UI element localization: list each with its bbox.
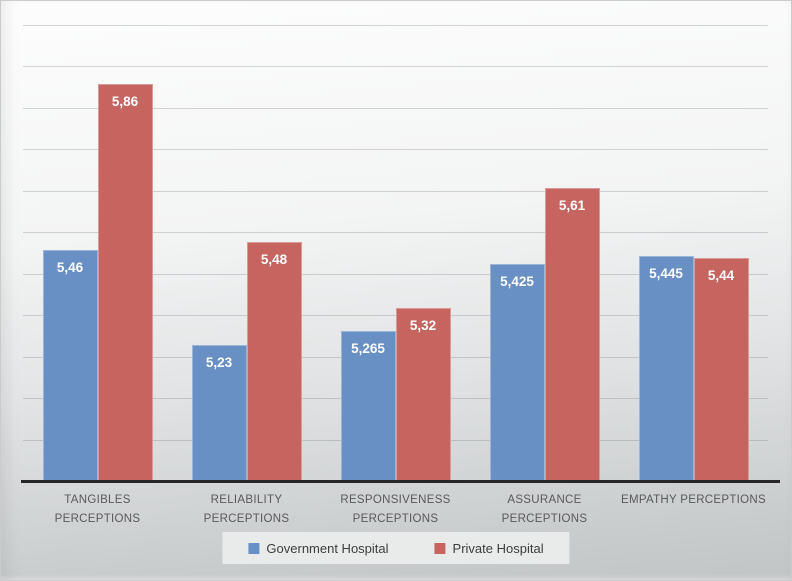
bar-series1-cat0: 5,86 [97,84,153,482]
bar-data-label: 5,265 [351,340,385,356]
gridline [23,273,768,275]
legend-label: Private Hospital [452,540,544,556]
legend-entry-1: Private Hospital [434,540,544,556]
gridline [23,66,768,68]
plot-area: 5,46 5,86 5,23 5,48 5,265 5,32 5,425 5,61 5,445 5… [21,1,780,483]
category-label-line: EMPATHY PERCEPTIONS [620,494,766,506]
legend-swatch-icon [434,542,446,554]
legend: Government Hospital Private Hospital [222,532,570,564]
legend-swatch-icon [248,542,260,554]
category-label-0: TANGIBLES PERCEPTIONS [23,491,172,529]
bar-series1-cat2: 5,32 [395,307,451,482]
bar-series0-cat3: 5,425 [489,264,545,482]
bar-data-label: 5,46 [56,259,84,275]
category-label-line: PERCEPTIONS [54,513,141,525]
category-label-4: EMPATHY PERCEPTIONS [619,491,768,529]
legend-entry-0: Government Hospital [248,540,389,556]
category-label-line: PERCEPTIONS [352,513,439,525]
bar-data-label: 5,44 [707,268,735,284]
gridline [23,232,768,234]
bar-series1-cat3: 5,61 [544,187,600,482]
bar-series0-cat4: 5,445 [638,256,694,482]
bar-series1-cat4: 5,44 [693,258,749,482]
category-label-1: RELIABILITY PERCEPTIONS [172,491,321,529]
bar-series0-cat2: 5,265 [340,330,396,482]
gridline [23,149,768,151]
category-label-line: RELIABILITY [210,494,283,506]
bar-data-label: 5,86 [111,94,139,110]
bar-series0-cat1: 5,23 [191,345,247,482]
category-label-line: ASSURANCE [507,494,582,506]
x-axis-line [21,480,780,483]
gridline [23,25,768,26]
bar-data-label: 5,48 [260,251,288,267]
category-label-line: PERCEPTIONS [501,513,588,525]
category-label-3: ASSURANCE PERCEPTIONS [470,491,619,529]
bar-data-label: 5,425 [500,274,534,290]
category-axis-labels: TANGIBLES PERCEPTIONS RELIABILITY PERCEPTIO… [23,491,768,529]
bar-data-label: 5,32 [409,317,437,333]
bar-data-label: 5,61 [558,197,586,213]
category-label-2: RESPONSIVENESS PERCEPTIONS [321,491,470,529]
bar-data-label: 5,23 [205,355,233,371]
bar-series0-cat0: 5,46 [42,249,98,482]
bar-series1-cat1: 5,48 [246,241,302,482]
category-label-line: PERCEPTIONS [203,513,290,525]
category-label-line: RESPONSIVENESS [340,494,451,506]
gridline [23,107,768,109]
legend-label: Government Hospital [266,540,389,556]
bar-data-label: 5,445 [649,266,683,282]
gridline [23,190,768,192]
category-label-line: TANGIBLES [64,494,131,506]
